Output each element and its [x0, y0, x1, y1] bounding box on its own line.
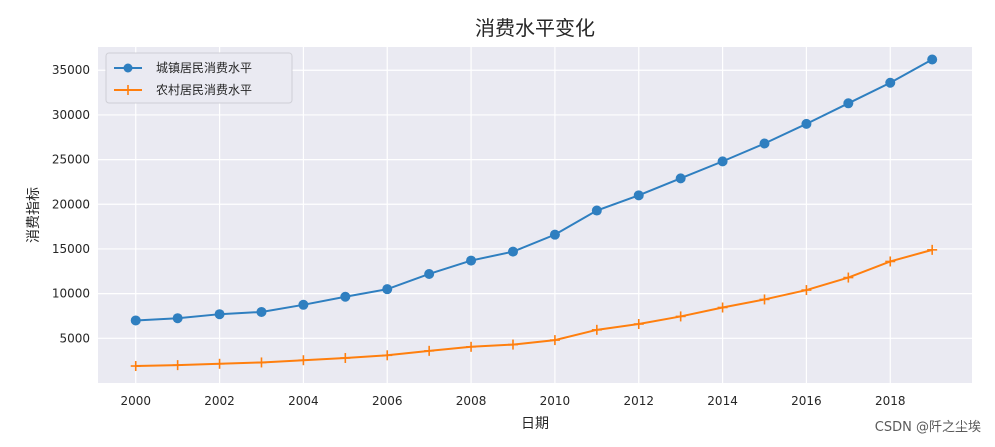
x-axis-ticks: 2000 2002 2004 2006 2008 2010 2012 2014 2016 2018 — [120, 394, 905, 408]
legend-marker-rural — [123, 85, 133, 95]
x-axis-label: 日期 — [521, 416, 549, 432]
data-point-rural — [927, 244, 938, 255]
data-point-urban — [633, 190, 644, 201]
data-point-urban — [759, 138, 770, 149]
data-point-urban — [172, 313, 183, 324]
data-point-urban — [675, 173, 686, 184]
data-point-urban — [927, 54, 938, 65]
series-line-rural — [135, 248, 933, 368]
y-tick-label: 10000 — [52, 287, 90, 301]
data-point-urban — [424, 268, 435, 279]
series-layer — [130, 54, 938, 372]
y-tick-label: 20000 — [52, 197, 90, 211]
x-tick-label: 2008 — [456, 394, 487, 408]
data-point-urban — [843, 98, 854, 109]
y-tick-label: 30000 — [52, 108, 90, 122]
data-point-urban — [256, 306, 267, 317]
legend-marker-urban — [123, 63, 133, 73]
series-line-urban — [135, 58, 933, 322]
data-point-urban — [466, 255, 477, 266]
x-tick-label: 2002 — [204, 394, 235, 408]
x-tick-label: 2016 — [791, 394, 822, 408]
y-tick-label: 15000 — [52, 242, 90, 256]
data-point-rural — [172, 360, 183, 371]
data-point-rural — [466, 341, 477, 352]
data-point-urban — [549, 229, 560, 240]
y-tick-label: 35000 — [52, 63, 90, 77]
grid — [98, 47, 972, 383]
legend-box — [105, 52, 293, 104]
data-point-rural — [885, 256, 896, 267]
y-axis-ticks: 5000 10000 15000 20000 25000 30000 35000 — [52, 63, 90, 345]
data-point-rural — [382, 350, 393, 361]
x-tick-label: 2006 — [372, 394, 403, 408]
data-point-rural — [549, 335, 560, 346]
data-point-rural — [591, 324, 602, 335]
data-point-rural — [424, 345, 435, 356]
data-point-urban — [214, 309, 225, 320]
chart-title: 消费水平变化 — [475, 16, 595, 40]
data-point-rural — [675, 311, 686, 322]
data-point-rural — [759, 294, 770, 305]
data-point-urban — [298, 299, 309, 310]
data-point-urban — [591, 205, 602, 216]
data-point-urban — [885, 77, 896, 88]
data-point-rural — [298, 355, 309, 366]
data-point-rural — [214, 358, 225, 369]
legend-label-urban: 城镇居民消费水平 — [156, 61, 252, 75]
x-tick-label: 2014 — [707, 394, 738, 408]
data-point-urban — [801, 118, 812, 129]
x-tick-label: 2010 — [540, 394, 571, 408]
x-tick-label: 2012 — [623, 394, 654, 408]
y-tick-label: 25000 — [52, 153, 90, 167]
x-tick-label: 2000 — [120, 394, 151, 408]
data-point-rural — [717, 302, 728, 313]
data-point-urban — [717, 156, 728, 167]
data-point-rural — [256, 357, 267, 368]
y-tick-label: 5000 — [59, 331, 90, 345]
data-point-rural — [801, 285, 812, 296]
legend: 城镇居民消费水平 农村居民消费水平 — [105, 52, 293, 104]
data-point-rural — [340, 352, 351, 363]
data-point-rural — [633, 319, 644, 330]
data-point-urban — [382, 284, 393, 295]
data-point-urban — [340, 291, 351, 302]
data-point-rural — [843, 272, 854, 283]
x-tick-label: 2018 — [875, 394, 906, 408]
data-point-urban — [507, 246, 518, 257]
legend-label-rural: 农村居民消费水平 — [156, 83, 252, 97]
x-tick-label: 2004 — [288, 394, 319, 408]
data-point-urban — [130, 315, 141, 326]
y-axis-label: 消费指标 — [26, 187, 42, 243]
data-point-rural — [507, 339, 518, 350]
data-point-rural — [130, 361, 141, 372]
watermark: CSDN @阡之尘埃 — [874, 420, 981, 435]
